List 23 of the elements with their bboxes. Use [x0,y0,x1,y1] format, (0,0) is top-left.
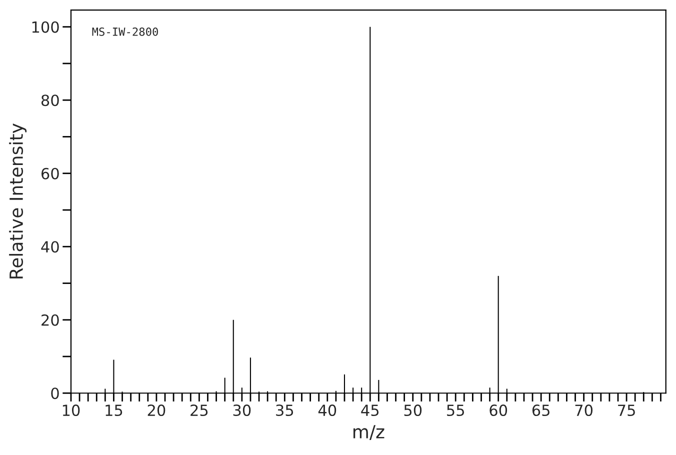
y-tick-label: 20 [42,314,59,326]
x-tick-label: 70 [575,404,593,416]
x-axis-title: m/z [353,425,384,440]
x-tick-label: 75 [618,404,635,416]
y-tick-label: 80 [41,94,59,106]
x-tick-label: 65 [532,404,550,416]
x-tick-label: 15 [106,404,122,416]
annotation: MS-IW-2800 [92,28,158,36]
x-tick-label: 25 [190,404,208,416]
y-tick-label: 0 [51,388,59,400]
y-tick-label: 100 [32,21,59,33]
x-tick-label: 10 [62,404,80,416]
y-tick-label: 40 [41,241,59,253]
x-tick-label: 45 [361,404,379,416]
x-tick-label: 40 [318,404,336,416]
x-tick-label: 30 [233,404,251,416]
x-tick-label: 50 [404,404,422,416]
x-tick-label: 60 [490,404,508,416]
x-tick-label: 35 [276,404,294,416]
x-tick-label: 20 [148,404,166,416]
y-tick-label: 60 [41,168,59,180]
y-axis-title: Relative Intensity [9,124,27,278]
x-tick-label: 55 [447,404,464,416]
